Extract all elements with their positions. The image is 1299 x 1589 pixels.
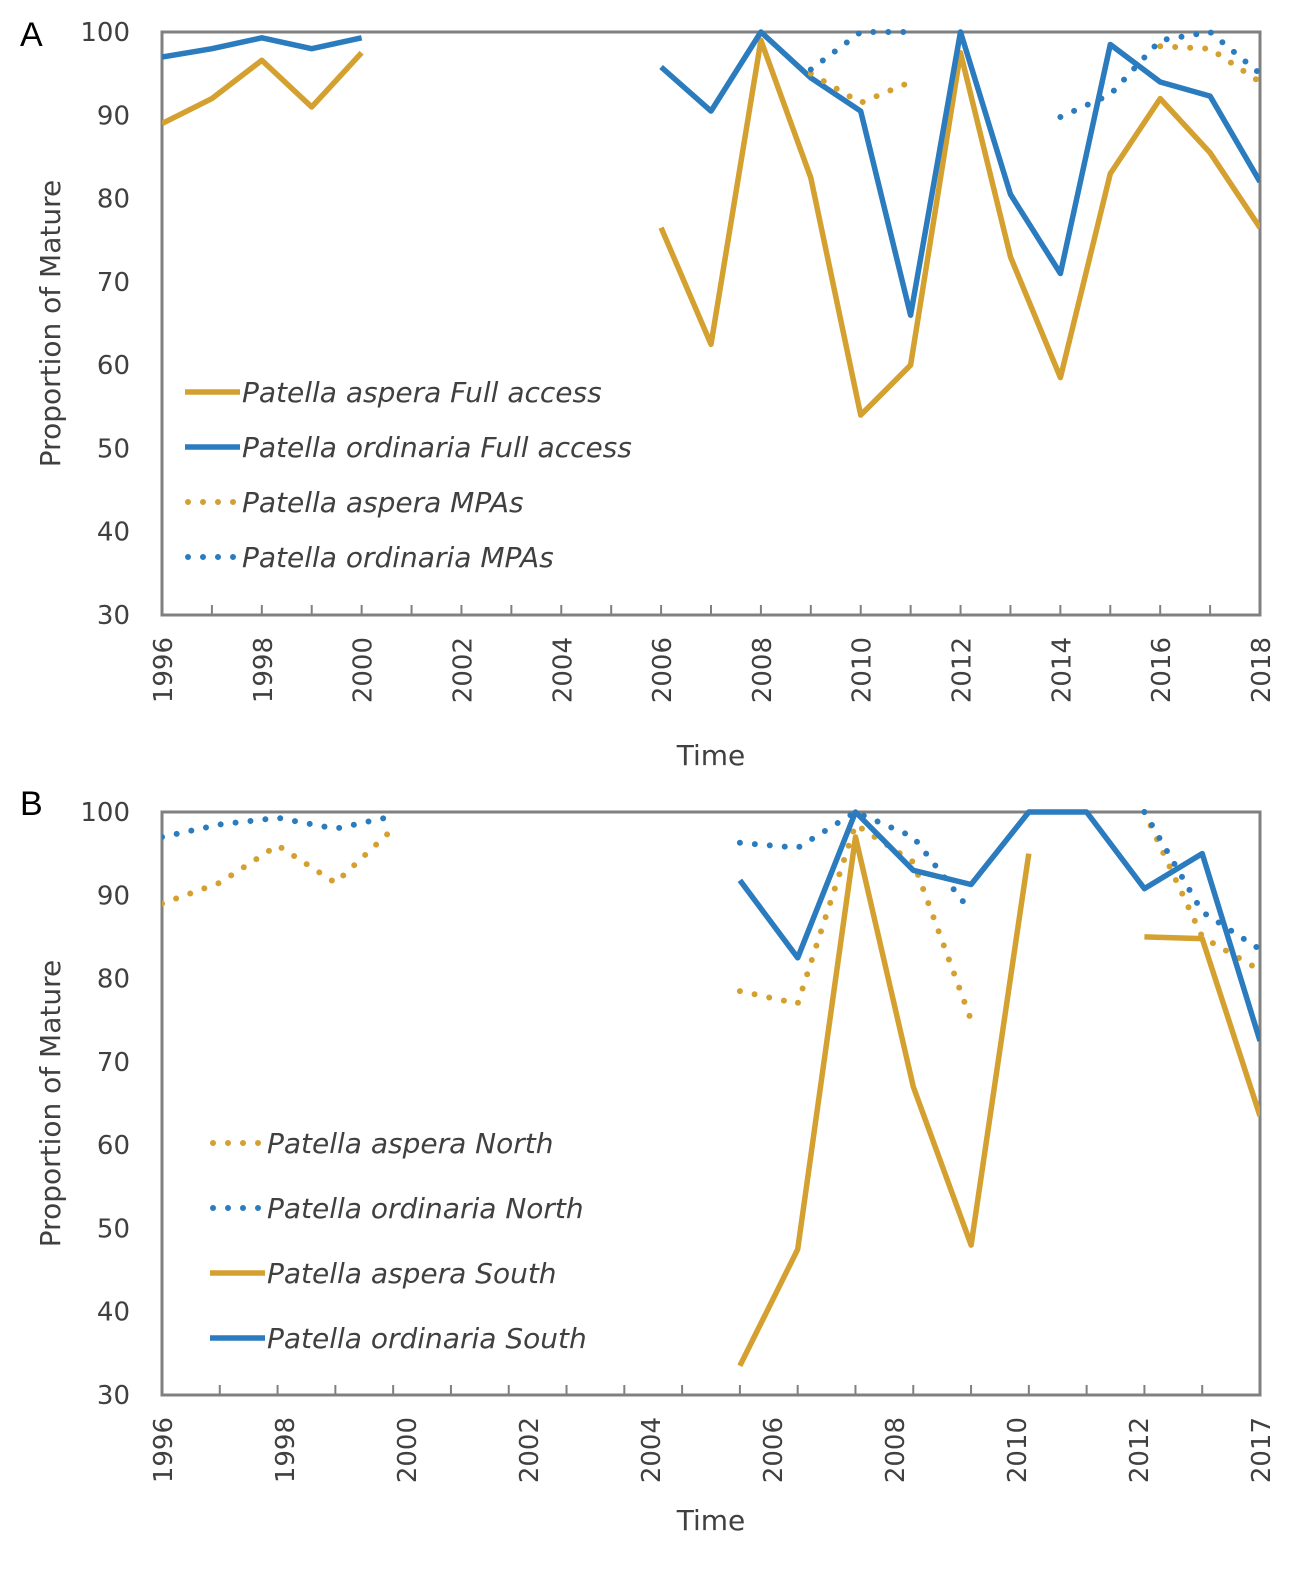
legend-label: Patella aspera North [267, 1127, 554, 1160]
legend-label: Patella ordinaria Full access [242, 431, 632, 464]
plot-frame [160, 810, 1262, 1397]
x-tick-label: 2000 [393, 1417, 423, 1483]
y-tick-label: 90 [97, 101, 130, 131]
series-line-patella-aspera-full-access [162, 37, 1260, 418]
y-tick-label: 80 [97, 185, 130, 215]
x-tick-label: 2004 [637, 1417, 667, 1483]
x-tick-label: 1998 [249, 637, 279, 703]
series-line-patella-aspera-mpas [807, 43, 1260, 106]
y-tick-label: 50 [97, 434, 130, 464]
legend-label: Patella aspera Full access [242, 376, 602, 409]
series-line-patella-ordinaria-north [162, 809, 1260, 953]
y-axis-title: Proportion of Mature [34, 180, 67, 467]
x-tick-label: 2016 [1147, 637, 1177, 703]
legend-label: Patella aspera MPAs [242, 486, 524, 519]
y-tick-label: 40 [97, 1298, 130, 1328]
x-tick-label: 2004 [548, 637, 578, 703]
legend-label: Patella ordinaria MPAs [242, 541, 554, 574]
panel-letter: A [20, 16, 43, 54]
panel-b-chart: B 30 40 50 60 70 80 90 100 1996 1998 2000 2002 2004 20… [20, 785, 1277, 1537]
x-tick-label: 2006 [759, 1417, 789, 1483]
y-axis-title: Proportion of Mature [34, 960, 67, 1247]
x-tick-label: 2008 [748, 637, 778, 703]
x-tick-label: 1996 [149, 637, 179, 703]
panel-letter: B [20, 785, 43, 823]
x-tick-label: 2017 [1247, 1417, 1277, 1483]
y-tick-label: 30 [97, 1381, 130, 1411]
y-tick-label: 80 [97, 965, 130, 995]
y-tick-label: 100 [80, 798, 130, 828]
legend-label: Patella ordinaria South [267, 1322, 587, 1355]
y-tick-label: 90 [97, 881, 130, 911]
y-tick-label: 70 [97, 268, 130, 298]
y-tick-label: 40 [97, 518, 130, 548]
y-tick-label: 60 [97, 351, 130, 381]
x-tick-label: 2010 [1003, 1417, 1033, 1483]
x-tick-label: 1998 [271, 1417, 301, 1483]
x-tick-label: 2014 [1047, 637, 1077, 703]
y-tick-label: 30 [97, 601, 130, 631]
series-line-patella-aspera-north [162, 809, 1260, 1024]
y-tick-label: 100 [80, 18, 130, 48]
series-line-patella-aspera-south [737, 834, 1260, 1368]
x-tick-label: 1996 [149, 1417, 179, 1483]
x-axis-title: Time [676, 1504, 746, 1537]
x-tick-label: 2006 [648, 637, 678, 703]
x-tick-label: 2002 [448, 637, 478, 703]
panel-a-chart: A 30 40 50 60 70 80 90 100 1996 1998 2000 2002 2004 20… [20, 16, 1277, 772]
series-line-patella-ordinaria-full-access [162, 29, 1260, 318]
x-tick-label: 2000 [349, 637, 379, 703]
y-tick-label: 70 [97, 1048, 130, 1078]
legend-label: Patella aspera South [267, 1257, 557, 1290]
legend-label: Patella ordinaria North [267, 1192, 584, 1225]
series-line-patella-ordinaria-mpas [807, 29, 1260, 120]
y-tick-label: 60 [97, 1131, 130, 1161]
series-line-patella-ordinaria-south [737, 809, 1260, 1042]
x-tick-label: 2008 [881, 1417, 911, 1483]
x-tick-label: 2012 [1125, 1417, 1155, 1483]
y-tick-label: 50 [97, 1214, 130, 1244]
x-tick-label: 2002 [515, 1417, 545, 1483]
x-axis-title: Time [676, 739, 746, 772]
x-tick-label: 2012 [948, 637, 978, 703]
x-tick-label: 2018 [1247, 637, 1277, 703]
x-tick-label: 2010 [848, 637, 878, 703]
